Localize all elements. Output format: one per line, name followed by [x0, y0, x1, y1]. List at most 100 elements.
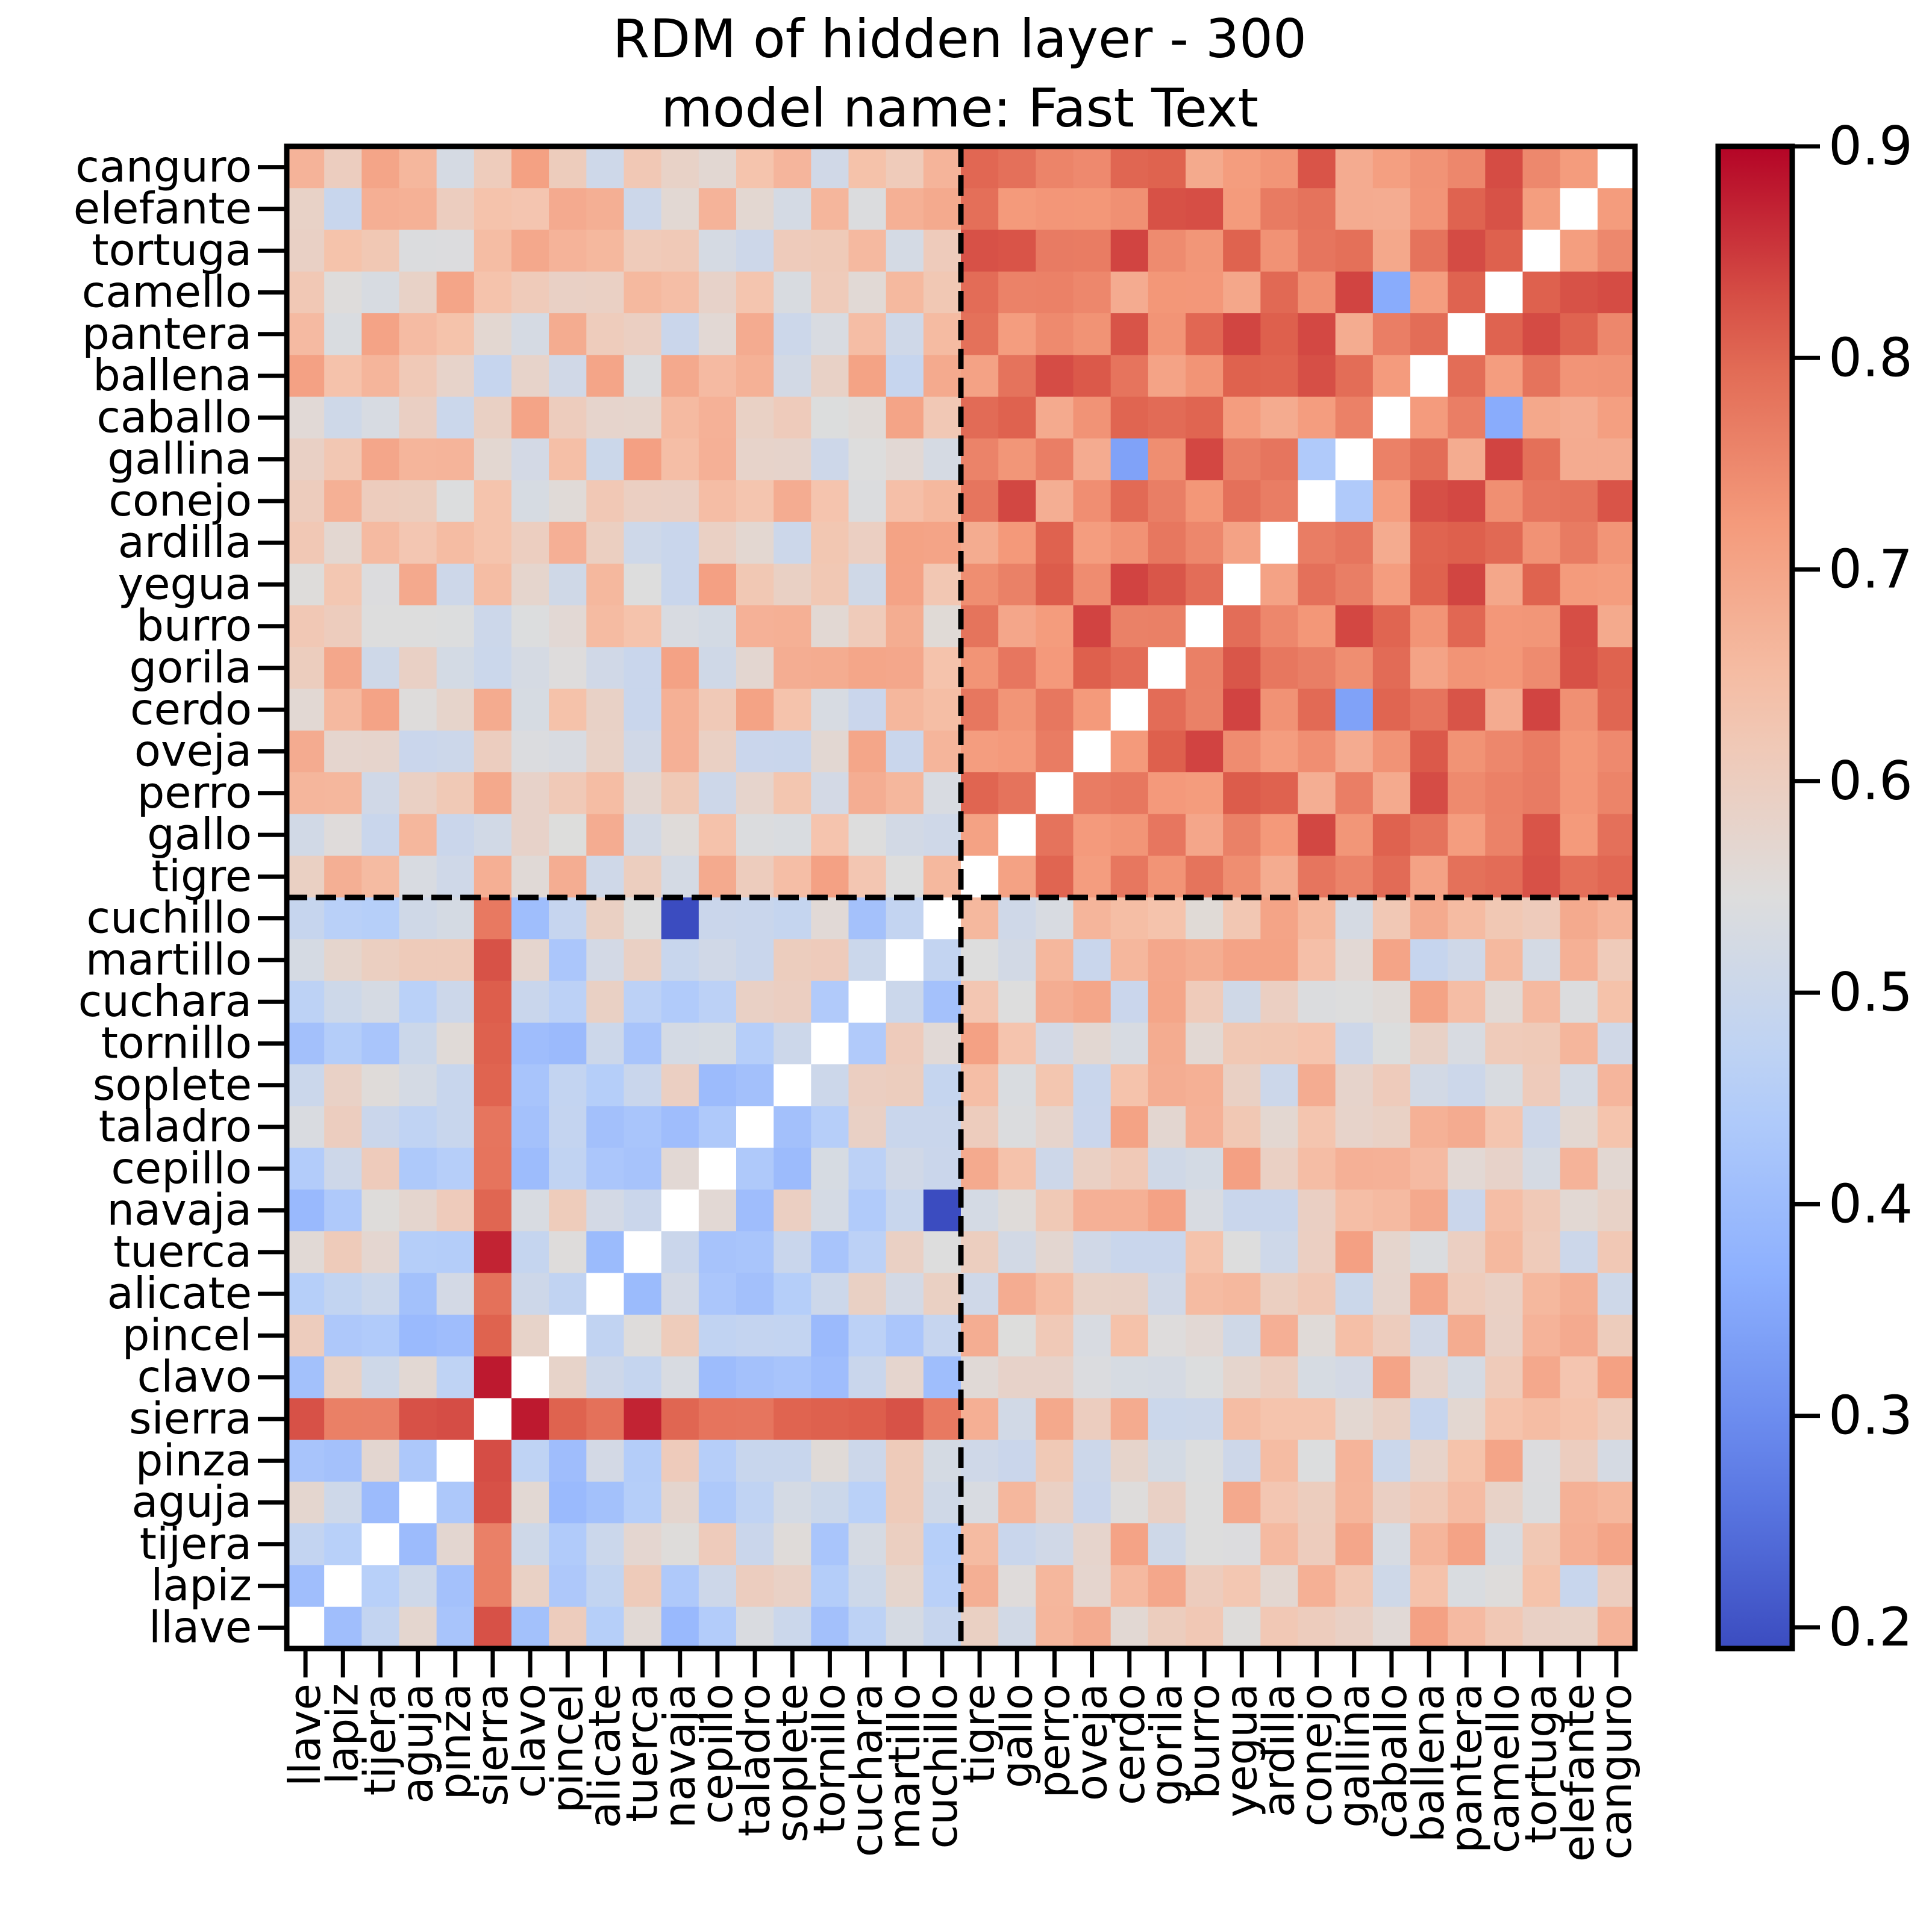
heatmap-cell: [661, 480, 699, 523]
heatmap-cell: [661, 396, 699, 439]
heatmap-cell: [1298, 1314, 1336, 1357]
heatmap-cell: [1260, 396, 1299, 439]
heatmap-cell: [361, 897, 400, 940]
heatmap-cell: [624, 605, 662, 648]
heatmap-cell: [998, 1231, 1037, 1274]
heatmap-cell: [474, 355, 512, 398]
heatmap-cell: [886, 981, 924, 1023]
heatmap-cell: [1372, 1314, 1411, 1357]
heatmap-cell: [1560, 897, 1598, 940]
y-tick-label: cuchillo: [87, 893, 252, 943]
heatmap-cell: [1522, 1440, 1561, 1482]
heatmap-cell: [1560, 1523, 1598, 1566]
heatmap-cell: [1335, 1481, 1374, 1524]
heatmap-cell: [698, 855, 737, 898]
heatmap-cell: [1560, 355, 1598, 398]
heatmap-cell: [1410, 522, 1448, 564]
heatmap-cell: [624, 563, 662, 606]
y-tick-label: clavo: [137, 1352, 252, 1402]
heatmap-cell: [1036, 1064, 1074, 1107]
heatmap-cell: [1410, 772, 1448, 815]
heatmap-cell: [436, 1398, 475, 1441]
heatmap-cell: [549, 1398, 587, 1441]
heatmap-cell: [511, 1147, 549, 1190]
colorbar-tick-label: 0.2: [1828, 1596, 1913, 1658]
heatmap-cell: [1223, 1273, 1261, 1315]
heatmap-cell: [1223, 480, 1261, 523]
heatmap-cell: [1036, 271, 1074, 314]
heatmap-cell: [923, 1064, 961, 1107]
heatmap-cell: [1223, 1106, 1261, 1149]
heatmap-cell: [1260, 188, 1299, 231]
heatmap-cell: [1335, 146, 1374, 189]
heatmap-cell: [474, 438, 512, 481]
heatmap-cell: [1298, 897, 1336, 940]
heatmap-cell: [886, 647, 924, 690]
heatmap-cell: [1448, 271, 1486, 314]
heatmap-cell: [1485, 855, 1524, 898]
heatmap-cell: [886, 522, 924, 564]
x-tick-label: oveja: [1066, 1683, 1117, 1801]
heatmap-cell: [1110, 1189, 1149, 1232]
heatmap-cell: [1410, 1147, 1448, 1190]
heatmap-cell: [436, 271, 475, 314]
heatmap-cell: [436, 939, 475, 982]
heatmap-cell: [961, 146, 999, 189]
heatmap-cell: [287, 688, 325, 731]
heatmap-cell: [811, 1565, 849, 1608]
heatmap-cell: [324, 605, 363, 648]
heatmap-cell: [361, 271, 400, 314]
heatmap-cell: [698, 563, 737, 606]
heatmap-cell: [1522, 1314, 1561, 1357]
heatmap-cell: [774, 396, 812, 439]
y-tick-label: cuchara: [78, 976, 252, 1026]
heatmap-cell: [1485, 1398, 1524, 1441]
heatmap-cell: [399, 1565, 437, 1608]
heatmap-cell: [1560, 229, 1598, 272]
heatmap-cell: [886, 355, 924, 398]
heatmap-cell: [1410, 1022, 1448, 1065]
heatmap-cell: [624, 772, 662, 815]
heatmap-cell: [1298, 146, 1336, 189]
heatmap-cell: [1335, 563, 1374, 606]
heatmap-cell: [399, 1273, 437, 1315]
heatmap-cell: [324, 563, 363, 606]
heatmap-cell: [474, 730, 512, 773]
heatmap-cell: [736, 855, 774, 898]
heatmap-cell: [474, 1314, 512, 1357]
heatmap-cell: [961, 1523, 999, 1566]
x-tick-label: gallina: [1328, 1683, 1379, 1828]
heatmap-cell: [436, 313, 475, 356]
x-tick-label: pinza: [430, 1683, 480, 1800]
heatmap-cell: [399, 271, 437, 314]
heatmap-cell: [324, 1481, 363, 1524]
heatmap-cell: [549, 1481, 587, 1524]
y-tick-label: elefante: [73, 183, 252, 234]
heatmap-cell: [474, 313, 512, 356]
heatmap-cell: [1448, 981, 1486, 1023]
colorbar-tick-label: 0.7: [1828, 538, 1913, 601]
heatmap-cell: [1410, 1523, 1448, 1566]
heatmap-cell: [1522, 271, 1561, 314]
heatmap-cell: [774, 1064, 812, 1107]
heatmap-cell: [399, 396, 437, 439]
heatmap-cell: [811, 522, 849, 564]
heatmap-cell: [1560, 1440, 1598, 1482]
heatmap-cell: [399, 1523, 437, 1566]
heatmap-cell: [324, 188, 363, 231]
heatmap-cell: [511, 1606, 549, 1649]
heatmap-cell: [586, 1523, 625, 1566]
heatmap-cell: [698, 1606, 737, 1649]
heatmap-cell: [811, 1523, 849, 1566]
heatmap-cell: [1223, 396, 1261, 439]
heatmap-cell: [511, 772, 549, 815]
heatmap-cell: [474, 563, 512, 606]
heatmap-cell: [1410, 1314, 1448, 1357]
heatmap-cell: [1073, 1064, 1111, 1107]
heatmap-cell: [848, 229, 887, 272]
heatmap-cell: [1073, 939, 1111, 982]
heatmap-cell: [399, 772, 437, 815]
heatmap-cell: [511, 939, 549, 982]
heatmap-cell: [1560, 1022, 1598, 1065]
heatmap-cell: [624, 1606, 662, 1649]
